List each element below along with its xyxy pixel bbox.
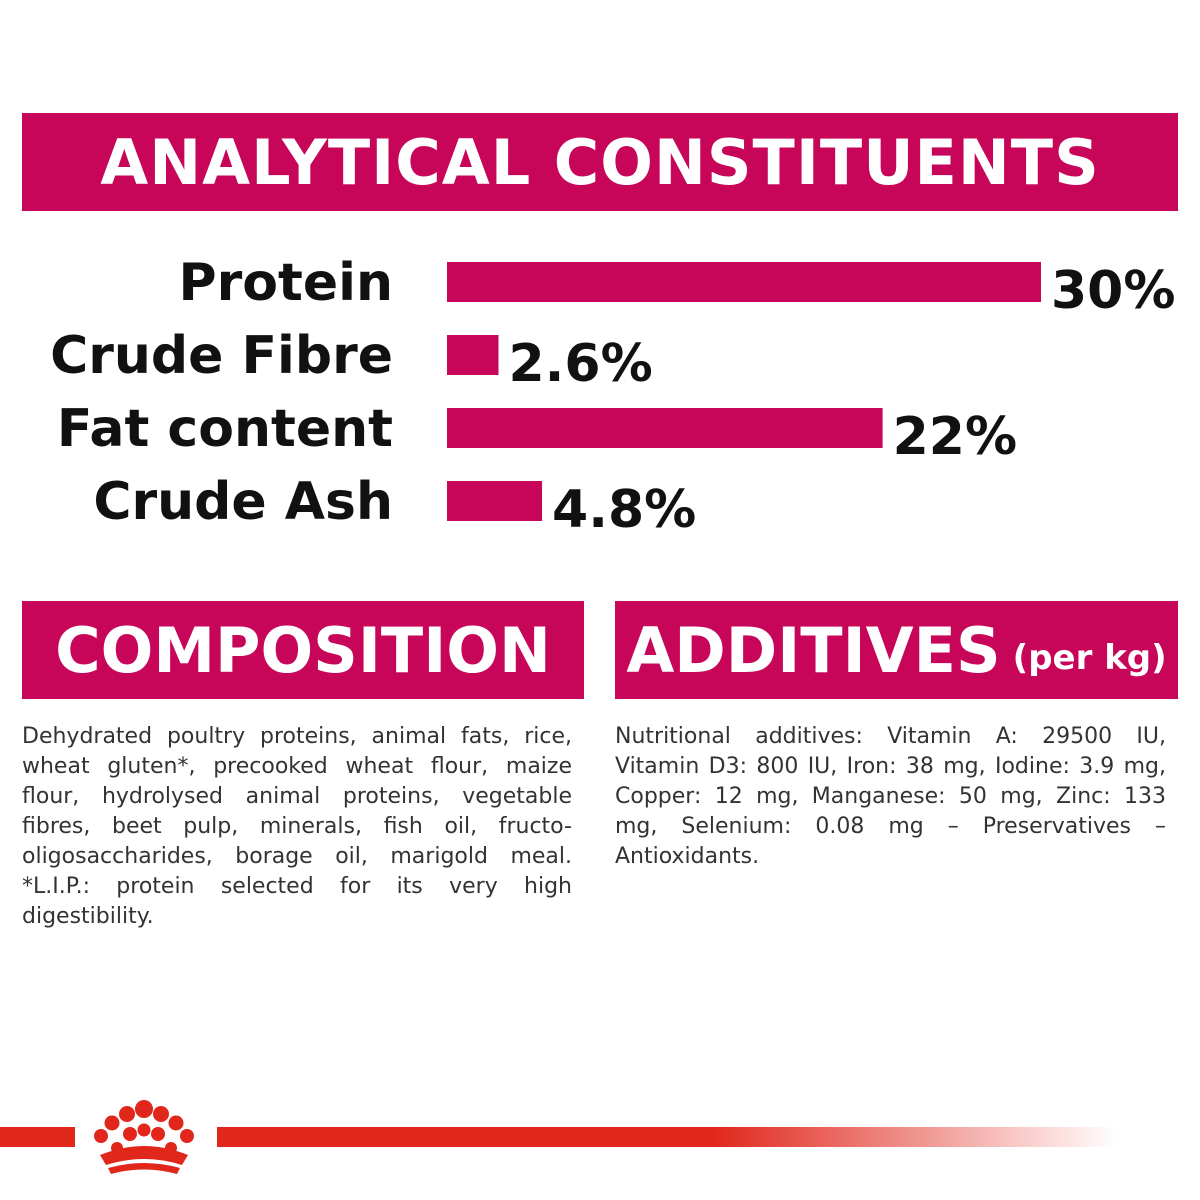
footer-stripe-right: [217, 1127, 1117, 1147]
additives-title: ADDITIVES: [626, 613, 1001, 687]
bar-value-crude-fibre: 2.6%: [508, 334, 652, 394]
bar-protein: [447, 262, 1041, 302]
bar-label-crude-ash: Crude Ash: [93, 472, 393, 532]
additives-header: ADDITIVES (per kg): [615, 601, 1178, 699]
bar-value-protein: 30%: [1051, 261, 1175, 321]
additives-text: Nutritional additives: Vitamin A: 29500 …: [615, 724, 1166, 869]
footer-stripe-left: [0, 1127, 75, 1147]
composition-header: COMPOSITION: [22, 601, 584, 699]
bar-value-crude-ash: 4.8%: [552, 480, 696, 540]
bar-crude-ash: [447, 481, 543, 521]
bar-crude-fibre: [447, 335, 499, 375]
bar-label-fat-content: Fat content: [57, 399, 393, 459]
brand-footer: [0, 1085, 1200, 1185]
composition-text: Dehydrated poultry proteins, animal fats…: [22, 724, 572, 929]
bar-label-crude-fibre: Crude Fibre: [50, 326, 393, 386]
analytical-constituents-header: ANALYTICAL CONSTITUENTS: [22, 113, 1178, 211]
bar-value-fat-content: 22%: [893, 407, 1017, 467]
composition-title: COMPOSITION: [55, 613, 551, 687]
crown-icon: [94, 1100, 194, 1174]
bar-fat-content: [447, 408, 883, 448]
constituents-chart: Protein 30% Crude Fibre 2.6% Fat content 22% C…: [0, 240, 1200, 550]
analytical-constituents-title: ANALYTICAL CONSTITUENTS: [100, 125, 1100, 199]
bar-label-protein: Protein: [179, 253, 393, 313]
constituents-chart-svg: Protein 30% Crude Fibre 2.6% Fat content 22% C…: [50, 253, 1175, 540]
additives-subtitle: (per kg): [1012, 638, 1167, 678]
